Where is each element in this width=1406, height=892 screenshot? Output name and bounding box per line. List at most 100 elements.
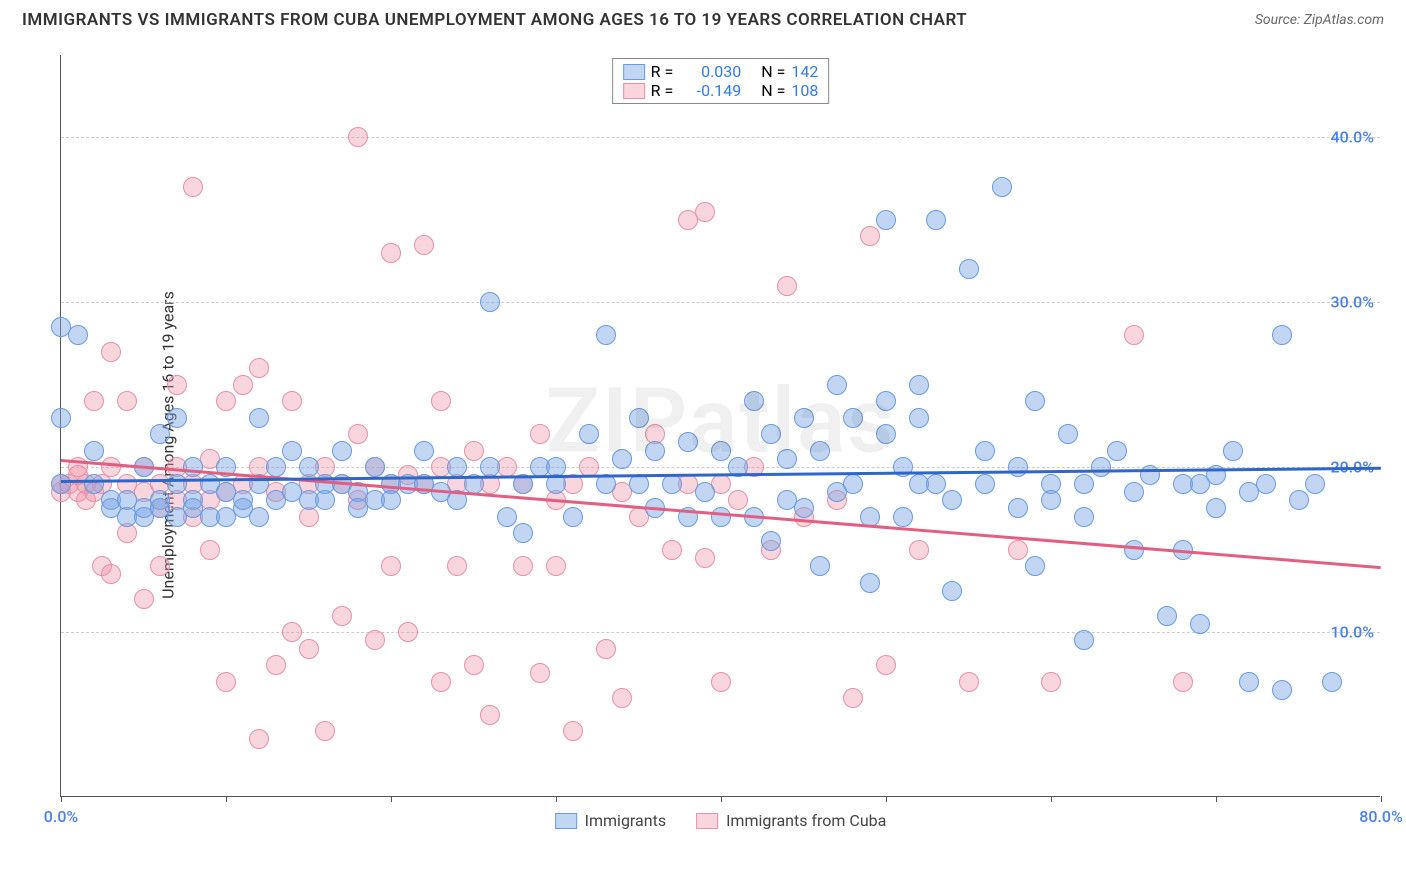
data-point-blue [761, 424, 781, 444]
data-point-pink [150, 556, 170, 576]
x-tick-label-max: 80.0% [1359, 807, 1403, 826]
data-point-blue [249, 408, 269, 428]
source-citation: Source: ZipAtlas.com [1255, 12, 1384, 28]
data-point-pink [216, 672, 236, 692]
data-point-blue [843, 474, 863, 494]
y-tick-label: 30.0% [1330, 293, 1374, 312]
data-point-blue [167, 474, 187, 494]
data-point-blue [1008, 457, 1028, 477]
data-point-pink [282, 391, 302, 411]
data-point-blue [1025, 556, 1045, 576]
data-point-blue [513, 523, 533, 543]
chart-title: IMMIGRANTS VS IMMIGRANTS FROM CUBA UNEMP… [22, 10, 967, 30]
data-point-pink [431, 391, 451, 411]
data-point-blue [612, 449, 632, 469]
data-point-pink [464, 441, 484, 461]
data-point-pink [84, 391, 104, 411]
data-point-blue [695, 482, 715, 502]
data-point-blue [332, 441, 352, 461]
data-point-blue [926, 474, 946, 494]
data-point-pink [134, 589, 154, 609]
data-point-blue [893, 507, 913, 527]
x-tick-mark [1051, 796, 1052, 802]
data-point-blue [414, 441, 434, 461]
stats-row-pink: R =-0.149 N =108 [623, 81, 819, 100]
data-point-blue [843, 408, 863, 428]
data-point-blue [992, 177, 1012, 197]
data-point-blue [1305, 474, 1325, 494]
data-point-blue [150, 424, 170, 444]
stats-n-value: 142 [791, 62, 818, 81]
data-point-blue [579, 424, 599, 444]
data-point-blue [51, 408, 71, 428]
data-point-pink [1041, 672, 1061, 692]
gridline-y [61, 302, 1380, 303]
data-point-blue [1041, 490, 1061, 510]
data-point-pink [662, 540, 682, 560]
data-point-blue [629, 408, 649, 428]
data-point-pink [183, 177, 203, 197]
data-point-pink [200, 540, 220, 560]
x-tick-mark [886, 796, 887, 802]
data-point-pink [249, 358, 269, 378]
data-point-pink [464, 655, 484, 675]
data-point-blue [711, 441, 731, 461]
data-point-blue [1058, 424, 1078, 444]
data-point-blue [1256, 474, 1276, 494]
data-point-blue [1008, 498, 1028, 518]
data-point-pink [596, 639, 616, 659]
stats-n-label: N = [761, 81, 785, 100]
legend-swatch-pink [623, 83, 645, 99]
data-point-pink [117, 391, 137, 411]
data-point-pink [431, 672, 451, 692]
data-point-blue [315, 490, 335, 510]
data-point-blue [84, 441, 104, 461]
data-point-blue [84, 474, 104, 494]
data-point-blue [678, 432, 698, 452]
data-point-pink [695, 548, 715, 568]
stats-r-value: 0.030 [679, 62, 741, 81]
data-point-pink [1008, 540, 1028, 560]
data-point-blue [1074, 630, 1094, 650]
data-point-blue [1074, 474, 1094, 494]
y-tick-label: 10.0% [1330, 623, 1374, 642]
data-point-blue [249, 507, 269, 527]
data-point-pink [101, 564, 121, 584]
data-point-pink [728, 490, 748, 510]
stats-row-blue: R =0.030 N =142 [623, 62, 819, 81]
data-point-blue [167, 408, 187, 428]
data-point-pink [513, 556, 533, 576]
data-point-pink [1173, 672, 1193, 692]
data-point-pink [299, 639, 319, 659]
data-point-blue [975, 441, 995, 461]
data-point-blue [827, 375, 847, 395]
data-point-blue [183, 457, 203, 477]
data-point-pink [563, 721, 583, 741]
data-point-blue [761, 531, 781, 551]
data-point-blue [1322, 672, 1342, 692]
data-point-blue [794, 408, 814, 428]
data-point-pink [315, 721, 335, 741]
x-tick-mark [226, 796, 227, 802]
data-point-blue [744, 391, 764, 411]
data-point-pink [546, 556, 566, 576]
legend-swatch-blue [623, 64, 645, 80]
chart-container: Unemployment Among Ages 16 to 19 years Z… [50, 55, 1386, 835]
data-point-blue [447, 457, 467, 477]
stats-n-label: N = [761, 62, 785, 81]
data-point-blue [959, 259, 979, 279]
data-point-pink [381, 556, 401, 576]
data-point-blue [1272, 680, 1292, 700]
x-tick-mark [721, 796, 722, 802]
data-point-blue [942, 490, 962, 510]
gridline-y [61, 137, 1380, 138]
data-point-pink [530, 424, 550, 444]
x-tick-mark [61, 796, 62, 802]
data-point-blue [596, 325, 616, 345]
source-link[interactable]: ZipAtlas.com [1304, 12, 1384, 28]
data-point-blue [1124, 482, 1144, 502]
y-tick-label: 40.0% [1330, 128, 1374, 147]
source-prefix: Source: [1255, 12, 1304, 28]
legend-item-pink: Immigrants from Cuba [696, 811, 886, 830]
data-point-pink [101, 342, 121, 362]
